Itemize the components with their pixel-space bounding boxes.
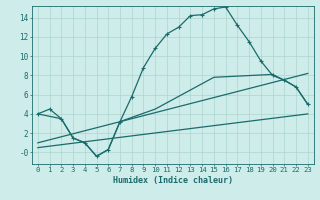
X-axis label: Humidex (Indice chaleur): Humidex (Indice chaleur) (113, 176, 233, 185)
